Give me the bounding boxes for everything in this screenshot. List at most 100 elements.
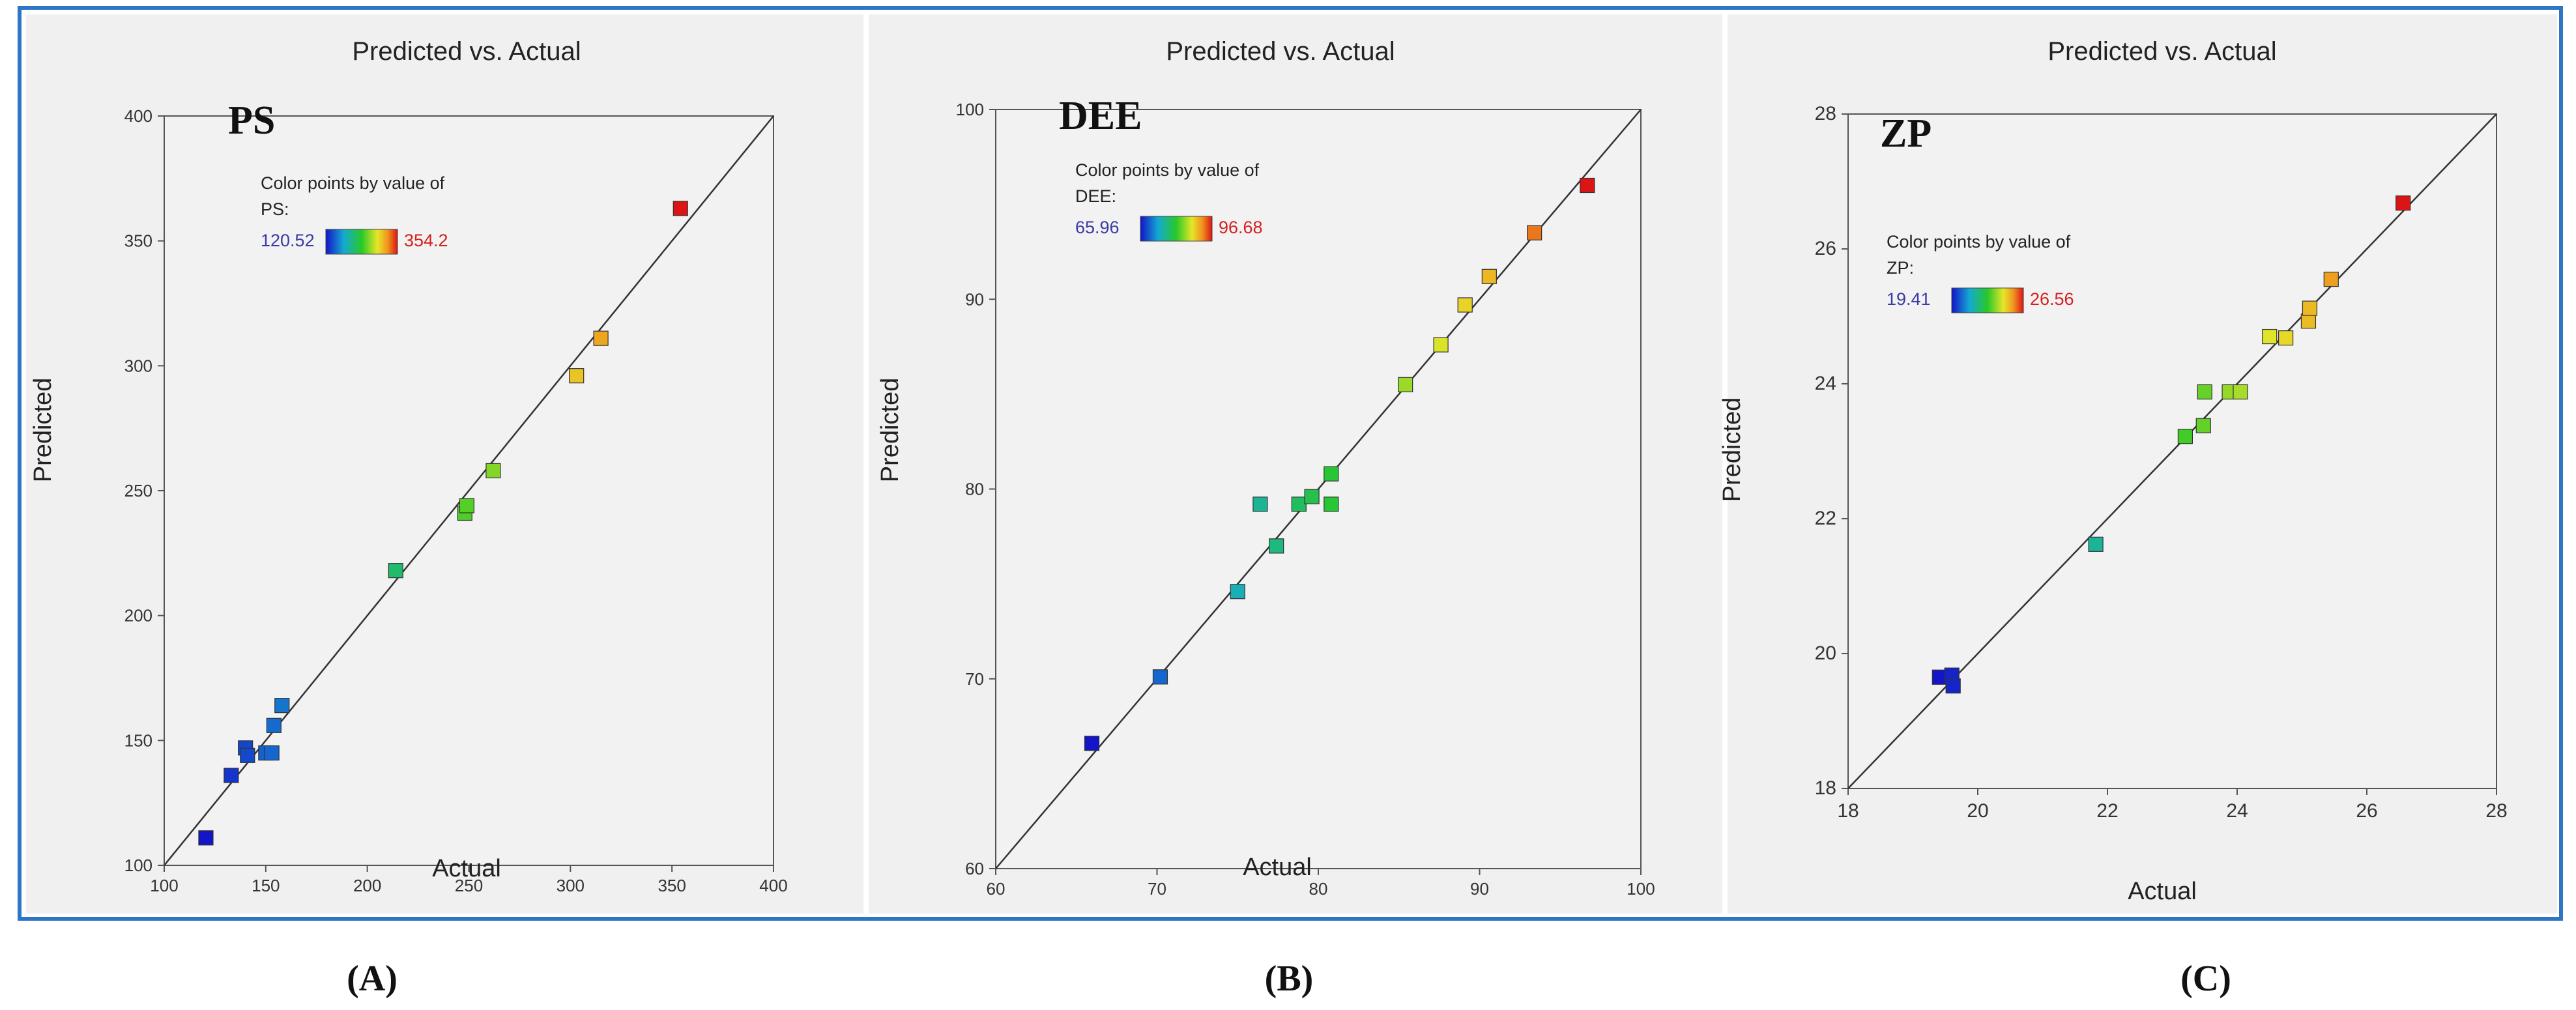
legend-min-label: 120.52 — [261, 231, 315, 250]
y-tick-label: 80 — [965, 480, 984, 499]
data-point — [264, 745, 280, 761]
legend-max-label: 354.2 — [404, 231, 448, 250]
data-point — [1269, 538, 1284, 554]
legend-min-label: 65.96 — [1075, 218, 1120, 237]
reference-line — [164, 115, 774, 866]
x-tick-label: 20 — [1967, 800, 1988, 822]
y-axis-label: Predicted — [1718, 397, 1746, 502]
y-tick-label: 26 — [1815, 238, 1836, 259]
data-point — [1433, 337, 1449, 353]
legend-min-label: 19.41 — [1887, 289, 1931, 309]
x-tick-label: 80 — [1309, 879, 1328, 899]
data-point — [198, 830, 214, 846]
y-axis-label: Predicted — [876, 378, 904, 483]
legend-max-label: 96.68 — [1219, 218, 1263, 237]
data-point — [1324, 466, 1339, 482]
panel-variable-label: ZP — [1880, 111, 1932, 156]
data-point — [2262, 328, 2278, 345]
data-point — [388, 563, 403, 579]
data-point — [2278, 330, 2294, 346]
data-point — [2395, 195, 2411, 211]
panel-caption-c: (C) — [2180, 959, 2231, 999]
y-axis-label: Predicted — [29, 378, 57, 483]
data-point — [673, 201, 688, 216]
data-point — [1580, 177, 1595, 194]
data-point — [1304, 489, 1320, 504]
x-tick-label: 70 — [1148, 879, 1166, 899]
data-point — [1398, 377, 1413, 392]
x-tick-label: 18 — [1837, 800, 1859, 822]
x-tick-label: 22 — [2096, 800, 2118, 822]
data-point — [1481, 268, 1497, 284]
x-tick-label: 100 — [1627, 879, 1655, 899]
data-point — [593, 330, 609, 346]
chart-panel-b: Predicted vs. Actual 60 70 80 90 100 60 70 80 90 1… — [869, 14, 1722, 914]
y-tick-label: 18 — [1815, 777, 1836, 799]
legend-variable: PS: — [261, 199, 289, 219]
y-tick-label: 70 — [965, 669, 984, 689]
panel-caption-b: (B) — [1265, 959, 1314, 999]
chart-title: Predicted vs. Actual — [1166, 37, 1395, 66]
panel-caption-a: (A) — [347, 959, 398, 999]
data-point — [1945, 678, 1961, 694]
data-point — [266, 717, 282, 733]
x-axis-label: Actual — [1243, 854, 1312, 881]
data-point — [1152, 669, 1168, 685]
data-point — [2233, 384, 2248, 400]
legend-color-bar — [325, 229, 398, 255]
legend-color-bar — [1140, 216, 1213, 242]
data-point — [274, 698, 290, 714]
data-point — [485, 463, 501, 478]
x-axis-label: Actual — [432, 855, 501, 882]
x-tick-label: 150 — [252, 876, 280, 895]
data-point — [2177, 429, 2193, 444]
data-point — [1527, 225, 1542, 240]
panel-variable-label: PS — [228, 98, 275, 143]
chart-panel-c: Predicted vs. Actual 18 20 22 24 26 28 18 20 22 24… — [1718, 14, 2557, 914]
data-point — [2197, 384, 2212, 400]
x-tick-label: 200 — [353, 876, 381, 895]
y-tick-label: 22 — [1815, 508, 1836, 529]
y-tick-label: 20 — [1815, 642, 1836, 664]
data-point — [1324, 497, 1339, 512]
x-tick-label: 250 — [455, 876, 483, 895]
x-tick-label: 24 — [2226, 800, 2248, 822]
y-tick-label: 300 — [124, 356, 152, 375]
legend-title: Color points by value of — [1887, 232, 2071, 252]
x-tick-label: 26 — [2356, 800, 2377, 822]
legend-title: Color points by value of — [261, 173, 445, 193]
data-point — [1291, 497, 1307, 512]
legend-max-label: 26.56 — [2030, 289, 2074, 309]
panels: Predicted vs. Actual 100 150 200 250 300 350 40… — [26, 14, 2557, 914]
legend-color-bar — [1951, 287, 2024, 313]
y-tick-label: 100 — [956, 100, 984, 119]
y-tick-label: 100 — [124, 856, 152, 875]
chart-title: Predicted vs. Actual — [2048, 37, 2276, 66]
data-point — [2302, 300, 2318, 316]
y-tick-label: 28 — [1815, 103, 1836, 124]
data-point — [459, 498, 474, 513]
x-tick-label: 300 — [557, 876, 585, 895]
chart-panel-a: Predicted vs. Actual 100 150 200 250 300 350 40… — [26, 14, 863, 914]
y-tick-label: 200 — [124, 606, 152, 626]
data-point — [2088, 536, 2104, 552]
x-tick-label: 100 — [150, 876, 178, 895]
data-point — [1252, 497, 1268, 512]
x-tick-label: 400 — [759, 876, 787, 895]
x-axis-label: Actual — [2128, 878, 2197, 905]
y-tick-label: 90 — [965, 289, 984, 309]
legend-title: Color points by value of — [1075, 160, 1260, 180]
data-point — [240, 747, 255, 763]
data-point — [2300, 313, 2317, 329]
panel-variable-label: DEE — [1059, 94, 1142, 138]
chart-title: Predicted vs. Actual — [352, 37, 581, 66]
y-tick-label: 350 — [124, 231, 152, 251]
y-tick-label: 400 — [124, 106, 152, 126]
data-point — [2195, 418, 2211, 433]
y-tick-label: 24 — [1815, 373, 1836, 394]
x-tick-label: 60 — [987, 879, 1006, 899]
data-point — [224, 768, 239, 783]
legend-variable: ZP: — [1887, 258, 1914, 278]
